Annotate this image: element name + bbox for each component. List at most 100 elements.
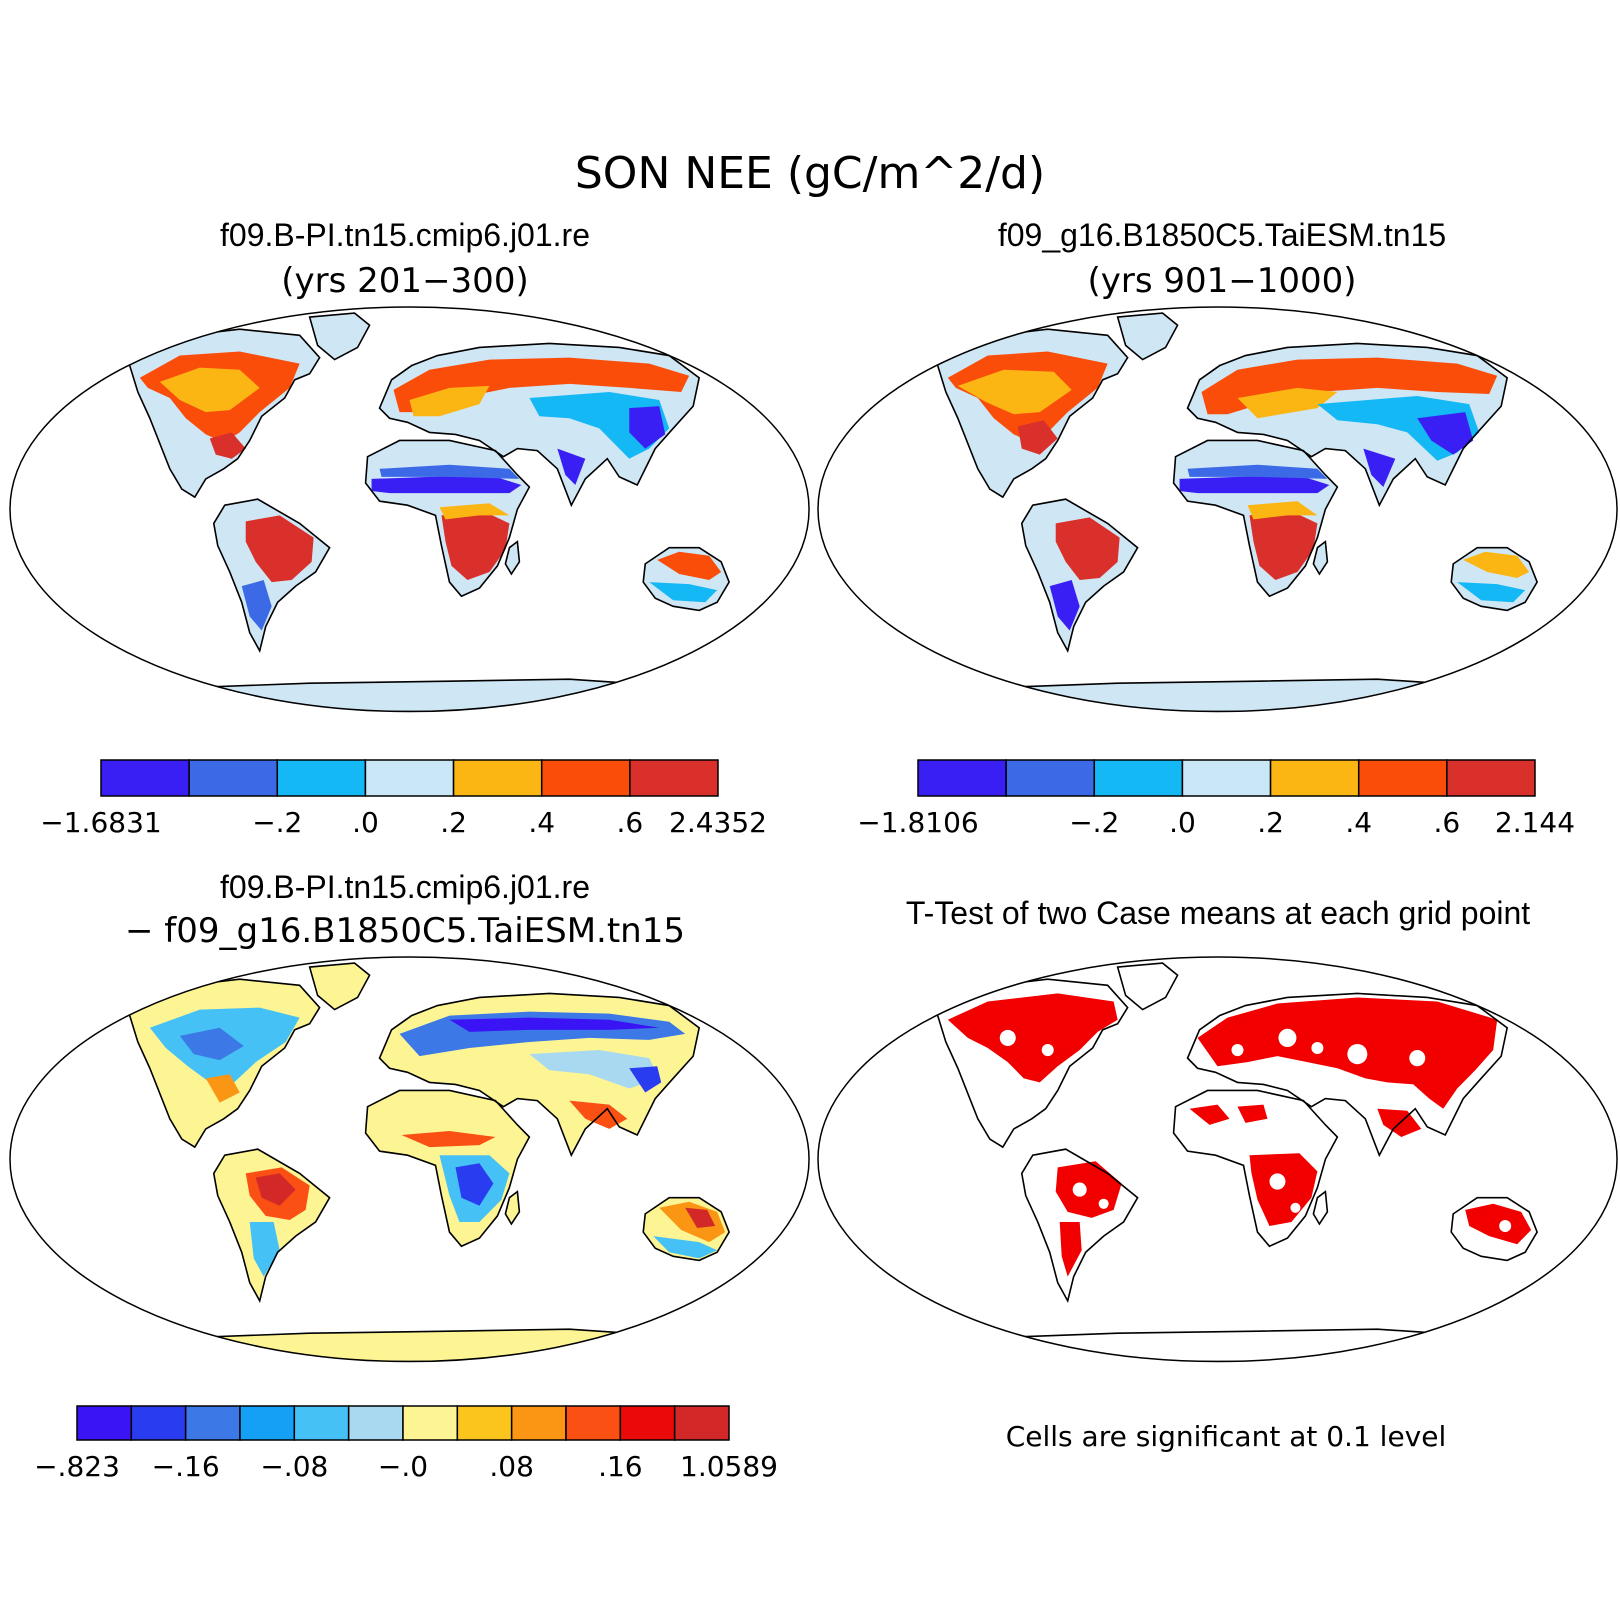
panel-difference-saf-deep xyxy=(455,1163,494,1206)
panel-ttest-title: T-Test of two Case means at each grid po… xyxy=(906,895,1530,931)
panel-case2-na-orange xyxy=(957,369,1072,415)
panel-case2-asia-deep xyxy=(1417,412,1474,455)
panel-difference-colorbar-tick-6: 1.0589 xyxy=(680,1450,778,1483)
panel-case2-colorbar-tick-0: −1.8106 xyxy=(857,806,978,839)
panel-case2: f09_g16.B1850C5.TaiESM.tn15 (yrs 901−100… xyxy=(817,217,1618,839)
panel-difference: f09.B-PI.tn15.cmip6.j01.re − f09_g16.B18… xyxy=(9,869,810,1483)
panel-case2-colorbar-tick-1: −.2 xyxy=(1069,806,1119,839)
panel-case2-sa-south xyxy=(1049,580,1080,631)
panel-difference-colorbar-swatch-3 xyxy=(239,1405,296,1441)
panel-case1-map xyxy=(9,306,810,713)
panel-difference-seasia xyxy=(569,1100,628,1129)
panel-case1-colorbar-swatch-0 xyxy=(100,759,190,797)
panel-case2-title: f09_g16.B1850C5.TaiESM.tn15 xyxy=(998,217,1446,253)
panel-difference-asia-deep xyxy=(629,1066,662,1093)
panel-case2-map xyxy=(817,306,1618,713)
panel-difference-colorbar: −.823 −.16 −.08 −.0 .08 .16 1.0589 xyxy=(34,1405,778,1483)
panel-difference-colorbar-swatch-10 xyxy=(619,1405,676,1441)
panel-case1-colorbar-swatch-6 xyxy=(629,759,719,797)
panel-case2-na-red xyxy=(1017,420,1058,455)
panel-case1-saf-orange xyxy=(439,503,510,520)
panel-difference-colorbar-swatch-11 xyxy=(673,1405,730,1441)
panel-case1-title: f09.B-PI.tn15.cmip6.j01.re xyxy=(220,217,590,253)
panel-difference-asia-light xyxy=(529,1050,660,1089)
panel-difference-colorbar-tick-2: −.08 xyxy=(260,1450,328,1483)
panel-difference-aus-blue xyxy=(653,1236,718,1259)
panel-case2-colorbar-swatch-6 xyxy=(1446,759,1536,797)
panel-case1-colorbar-swatch-4 xyxy=(452,759,543,797)
panel-case1-sa-red xyxy=(245,515,314,583)
panel-case2-saf-orange xyxy=(1247,501,1318,520)
panel-difference-colorbar-tick-3: −.0 xyxy=(378,1450,428,1483)
panel-case2-subtitle: (yrs 901−1000) xyxy=(1087,261,1356,301)
panel-case1-asia-deep xyxy=(629,406,666,449)
panel-ttest: T-Test of two Case means at each grid po… xyxy=(817,895,1618,1453)
panel-difference-colorbar-swatch-4 xyxy=(293,1405,350,1441)
panel-case2-colorbar-swatch-1 xyxy=(1005,759,1096,797)
panel-case1-colorbar-tick-5: .6 xyxy=(616,806,643,839)
panel-case1-colorbar-swatch-5 xyxy=(540,759,631,797)
panel-ttest-note: Cells are significant at 0.1 level xyxy=(1006,1420,1447,1453)
panel-case1-colorbar-tick-1: −.2 xyxy=(252,806,302,839)
panel-case1-colorbar-tick-6: 2.4352 xyxy=(669,806,767,839)
panel-difference-colorbar-tick-4: .08 xyxy=(489,1450,534,1483)
panel-difference-colorbar-swatch-0 xyxy=(76,1405,133,1441)
panel-case2-colorbar-tick-3: .2 xyxy=(1257,806,1284,839)
panel-difference-sa-south xyxy=(249,1221,280,1277)
panel-case1-sa-south xyxy=(241,580,272,631)
panel-case2-eu-orange xyxy=(1237,387,1338,419)
panel-case1-colorbar-tick-4: .4 xyxy=(528,806,555,839)
panel-difference-colorbar-tick-5: .16 xyxy=(598,1450,643,1483)
panel-case2-colorbar-swatch-4 xyxy=(1269,759,1360,797)
panel-case1-subtitle: (yrs 201−300) xyxy=(281,261,528,301)
panel-case1-map-border xyxy=(9,306,810,713)
panel-case2-colorbar-tick-6: 2.144 xyxy=(1495,806,1575,839)
panel-case1-colorbar-tick-0: −1.6831 xyxy=(40,806,161,839)
panel-difference-subtitle: − f09_g16.B1850C5.TaiESM.tn15 xyxy=(125,911,685,951)
panel-case2-colorbar: −1.8106 −.2 .0 .2 .4 .6 2.144 xyxy=(857,759,1575,839)
panel-ttest-map-border xyxy=(817,956,1618,1363)
panel-case2-colorbar-swatch-5 xyxy=(1357,759,1448,797)
panel-difference-sahel xyxy=(401,1130,496,1148)
panel-case2-colorbar-tick-4: .4 xyxy=(1345,806,1372,839)
panel-case2-colorbar-swatch-2 xyxy=(1093,759,1184,797)
panel-case1-colorbar: −1.6831 −.2 .0 .2 .4 .6 2.4352 xyxy=(40,759,767,839)
panel-difference-colorbar-swatch-1 xyxy=(130,1405,187,1441)
panel-case1-aus-warm xyxy=(657,551,722,581)
panel-case1-na-red xyxy=(209,432,246,459)
panel-case2-aus-orange xyxy=(1463,551,1530,579)
panel-difference-colorbar-swatch-6 xyxy=(402,1405,459,1441)
panel-case2-india xyxy=(1363,448,1396,488)
panel-case2-sa-red xyxy=(1055,517,1120,581)
panel-difference-colorbar-swatch-9 xyxy=(565,1405,622,1441)
panel-case2-sahel-edge xyxy=(1187,464,1328,479)
panel-case1-eu-orange xyxy=(409,385,490,417)
panel-difference-aus-warm xyxy=(659,1201,726,1243)
panel-difference-sa-red xyxy=(255,1173,296,1206)
panel-difference-colorbar-tick-1: −.16 xyxy=(152,1450,220,1483)
panel-case2-colorbar-swatch-0 xyxy=(917,759,1007,797)
panel-case1-colorbar-tick-3: .2 xyxy=(440,806,467,839)
panel-case2-colorbar-tick-2: .0 xyxy=(1169,806,1196,839)
panel-ttest-map xyxy=(817,956,1618,1363)
panel-case1-aus-blue xyxy=(649,582,718,603)
panel-case2-sahel xyxy=(1179,474,1330,494)
panel-case1-saf-red xyxy=(441,509,510,581)
panel-difference-eu-deep xyxy=(449,1017,660,1032)
panel-difference-title: f09.B-PI.tn15.cmip6.j01.re xyxy=(220,869,590,905)
panel-difference-map-border xyxy=(9,956,810,1363)
panel-difference-colorbar-swatch-5 xyxy=(347,1405,404,1441)
panel-case1: f09.B-PI.tn15.cmip6.j01.re (yrs 201−300) xyxy=(9,217,810,839)
panel-difference-na-orange xyxy=(205,1074,240,1103)
panel-case2-map-border xyxy=(817,306,1618,713)
panel-case1-colorbar-swatch-2 xyxy=(276,759,367,797)
panel-difference-map xyxy=(9,956,810,1363)
panel-difference-colorbar-swatch-8 xyxy=(510,1405,567,1441)
panel-difference-aus-red xyxy=(685,1207,716,1229)
panel-difference-na-mid xyxy=(179,1027,244,1061)
panel-case1-colorbar-swatch-3 xyxy=(364,759,455,797)
panel-case1-india xyxy=(557,448,586,485)
panel-case1-colorbar-tick-2: .0 xyxy=(352,806,379,839)
